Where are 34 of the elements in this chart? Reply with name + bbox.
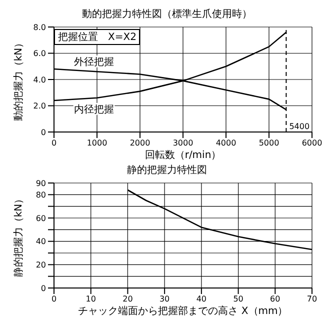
y-tick-label: 2.0 [33, 102, 46, 111]
x-tick-label: 2000 [130, 138, 150, 148]
x-tick-label: 5000 [258, 138, 280, 148]
y-tick-label: 8.0 [33, 22, 46, 32]
y-tick-label: 0 [40, 128, 46, 137]
chart-title: 静的把握力特性図 [126, 164, 208, 177]
y-tick-label: 20 [36, 260, 46, 270]
ref-line-label: 5400 [289, 122, 310, 131]
y-axis-title: 静的把握力（kN） [12, 194, 25, 278]
x-axis-title: 回転数（r/min） [144, 150, 222, 161]
y-tick-label: 90 [36, 178, 46, 188]
y-tick-label: 0 [40, 284, 46, 293]
x-tick-label: 4000 [216, 138, 236, 148]
x-tick-label: 40 [196, 294, 207, 304]
y-tick-label: 40 [36, 237, 46, 246]
x-tick-label: 50 [233, 294, 244, 304]
y-tick-label: 6.0 [33, 49, 46, 58]
annotation: 把握位置 X=X2 [54, 29, 140, 45]
x-tick-label: 10 [86, 294, 96, 304]
x-tick-label: 6000 [302, 138, 322, 148]
y-tick-label: 4.0 [33, 75, 46, 84]
chart-title: 動的把握力特性図（標準生爪使用時） [81, 8, 253, 21]
x-axis-title: チャック端面から把握部までの高さ X（mm） [78, 305, 288, 317]
x-tick-label: 0 [51, 294, 57, 304]
y-tick-label: 80 [36, 190, 46, 200]
x-tick-label: 30 [159, 294, 170, 304]
x-tick-label: 0 [51, 138, 57, 148]
x-tick-label: 20 [122, 294, 133, 304]
x-tick-label: 3000 [172, 138, 194, 148]
y-tick-label: 60 [36, 214, 46, 223]
y-axis-title: 動的把握力（kN） [12, 38, 25, 122]
x-tick-label: 70 [306, 294, 318, 304]
x-tick-label: 1000 [86, 138, 108, 148]
x-tick-label: 60 [270, 294, 280, 304]
